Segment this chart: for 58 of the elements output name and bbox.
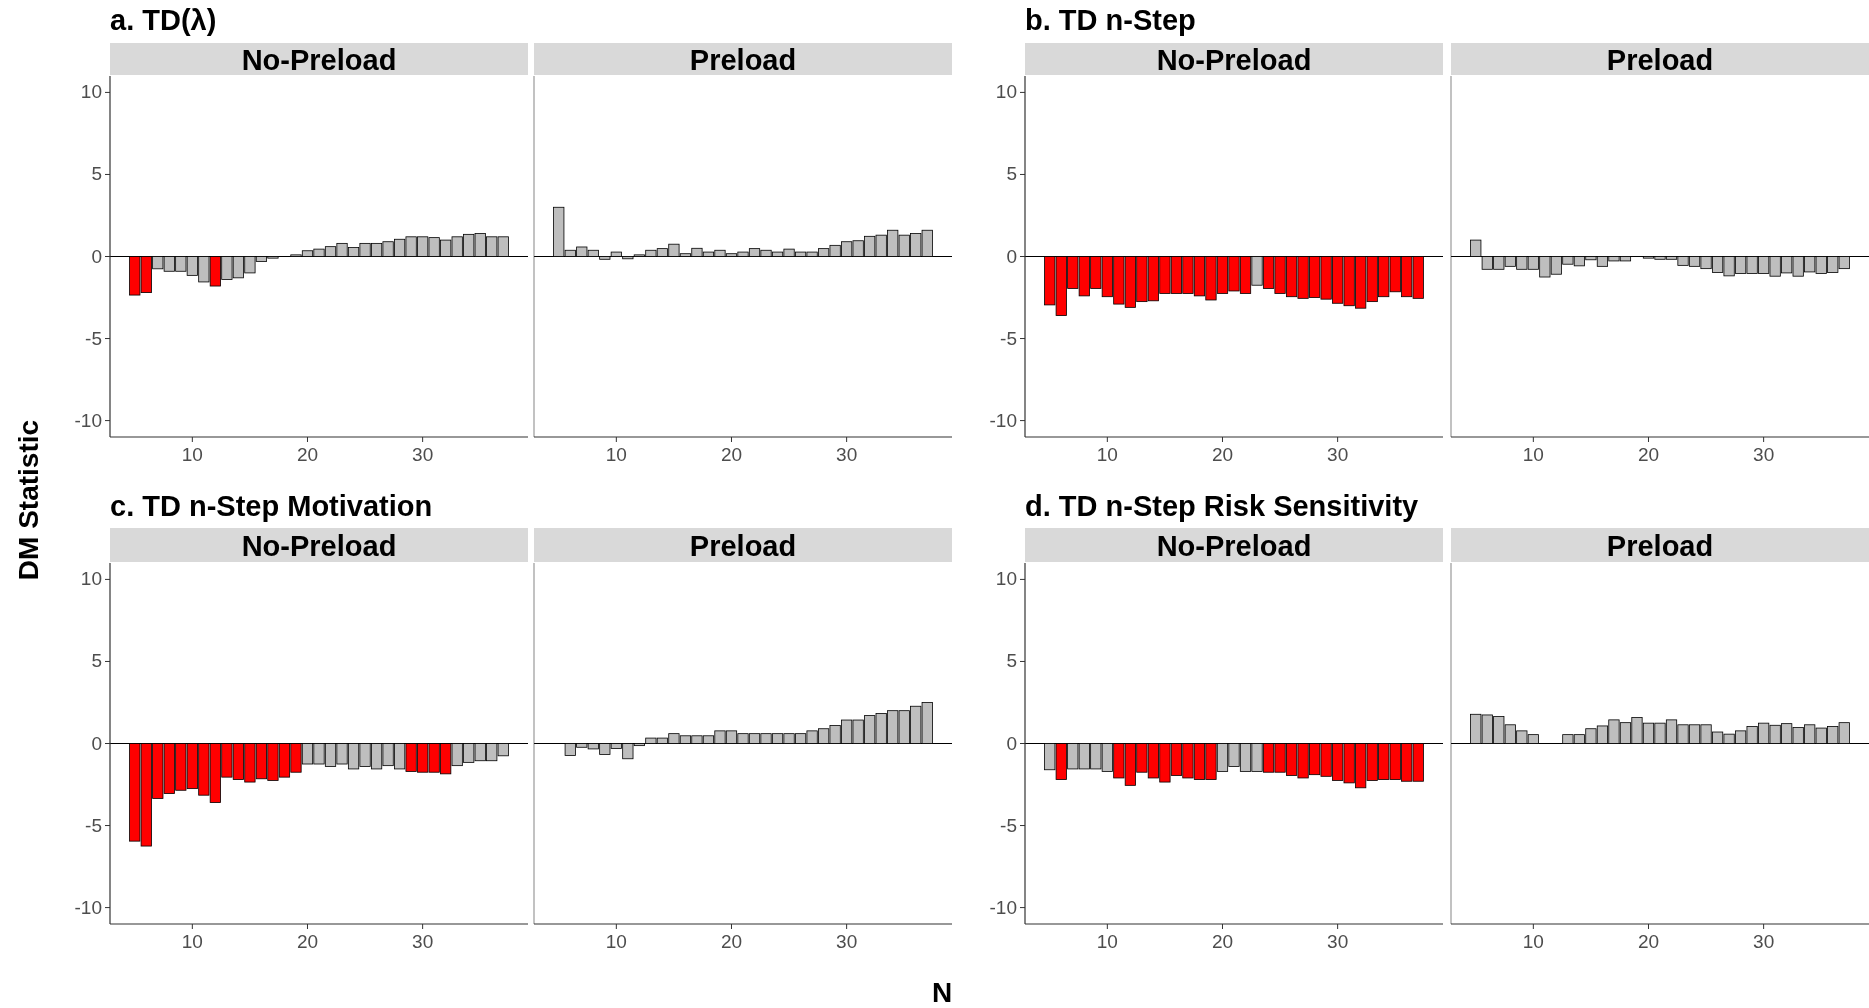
x-tick-label: 10 [1096, 444, 1118, 465]
y-tick-label: 5 [91, 163, 102, 185]
x-tick-label: 10 [1522, 931, 1544, 952]
x-tick-label: 20 [296, 931, 319, 952]
y-axis-title: DM Statistic [13, 419, 44, 581]
y-tick-label: -10 [989, 409, 1017, 431]
x-tick-label: 20 [1211, 931, 1234, 952]
x-tick-label: 10 [181, 931, 203, 952]
x-tick-label: 20 [1211, 444, 1234, 465]
chart-subtitle: Preload [689, 43, 797, 76]
chart-title: d. TD n-Step Risk Sensitivity [1025, 490, 1419, 522]
y-tick-label: 0 [91, 732, 102, 754]
y-tick-label: -5 [85, 814, 102, 836]
x-tick-label: 30 [412, 931, 434, 952]
x-tick-label: 10 [181, 444, 203, 465]
x-tick-label: 30 [1753, 444, 1775, 465]
x-tick-label: 10 [1522, 444, 1544, 465]
x-tick-label: 30 [1753, 931, 1775, 952]
chart-subtitle: No-Preload [1156, 529, 1312, 562]
chart-title: c. TD n-Step Motivation [110, 490, 433, 522]
y-tick-label: -10 [74, 409, 102, 431]
chart-subtitle: No-Preload [241, 529, 397, 562]
x-tick-label: 20 [1637, 931, 1660, 952]
x-tick-label: 30 [836, 931, 858, 952]
x-tick-label: 10 [605, 931, 627, 952]
x-tick-label: 10 [605, 444, 627, 465]
chart-subtitle: Preload [689, 529, 797, 562]
y-tick-label: 10 [995, 81, 1017, 103]
chart-title: a. TD(λ) [110, 4, 217, 36]
y-tick-label: 10 [80, 81, 102, 103]
y-tick-label: -5 [85, 327, 102, 349]
y-tick-label: -10 [74, 896, 102, 918]
x-tick-label: 20 [1637, 444, 1660, 465]
chart-subtitle: No-Preload [1156, 43, 1312, 76]
y-tick-label: 5 [1006, 650, 1017, 672]
y-tick-label: 0 [1006, 732, 1017, 754]
y-tick-label: -5 [1000, 814, 1017, 836]
x-axis-title: N [931, 977, 953, 1008]
x-tick-label: 20 [720, 931, 743, 952]
y-tick-label: 0 [91, 245, 102, 267]
y-tick-label: -10 [989, 896, 1017, 918]
chart-subtitle: Preload [1606, 529, 1714, 562]
x-tick-label: 30 [412, 444, 434, 465]
y-tick-label: 10 [995, 568, 1017, 590]
x-tick-label: 30 [1327, 931, 1349, 952]
x-tick-label: 10 [1096, 931, 1118, 952]
y-tick-label: 5 [91, 650, 102, 672]
y-tick-label: 10 [80, 568, 102, 590]
x-tick-label: 20 [720, 444, 743, 465]
x-tick-label: 30 [836, 444, 858, 465]
x-tick-label: 20 [296, 444, 319, 465]
y-tick-label: 0 [1006, 245, 1017, 267]
chart-subtitle: No-Preload [241, 43, 397, 76]
chart-subtitle: Preload [1606, 43, 1714, 76]
y-tick-label: -5 [1000, 327, 1017, 349]
y-tick-label: 5 [1006, 163, 1017, 185]
x-tick-label: 30 [1327, 444, 1349, 465]
chart-title: b. TD n-Step [1025, 4, 1196, 36]
